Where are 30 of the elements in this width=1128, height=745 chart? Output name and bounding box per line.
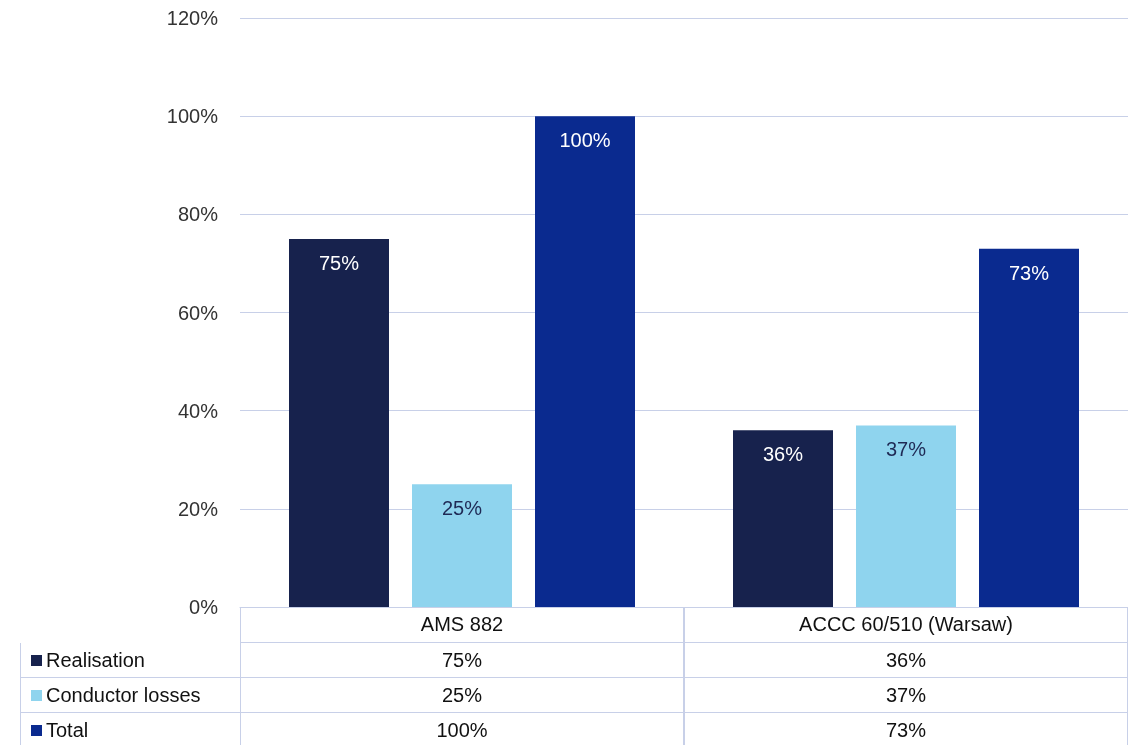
data-label: 37% [684, 678, 1128, 713]
y-tick-label: 40% [177, 399, 219, 422]
bar [535, 116, 635, 607]
data-label: 100% [240, 713, 684, 745]
y-tick-label: 20% [177, 497, 219, 520]
bar [856, 425, 956, 607]
y-tick-label: 60% [177, 301, 219, 324]
data-label: 36% [684, 643, 1128, 678]
data-label: 73% [684, 713, 1128, 745]
data-label: 25% [240, 678, 684, 713]
legend-label: Realisation [20, 643, 240, 678]
text: 73% [1008, 261, 1050, 284]
text: 37% [885, 438, 927, 461]
bar [412, 484, 512, 607]
text: 25% [441, 497, 483, 520]
legend-label: Total [20, 713, 240, 745]
y-tick-label: 0% [189, 596, 219, 618]
bar [733, 430, 833, 607]
bar [979, 248, 1079, 607]
y-tick-label: 100% [166, 105, 219, 128]
y-tick-label: 80% [177, 203, 219, 226]
bar [289, 238, 389, 607]
text: 36% [762, 443, 804, 466]
data-label: 75% [240, 643, 684, 678]
text: 100% [559, 129, 611, 152]
legend-label: Conductor losses [20, 678, 240, 713]
y-tick-label: 120% [166, 7, 219, 29]
x-tick-label: ACCC 60/510 (Warsaw) [684, 607, 1128, 643]
text: 75% [318, 251, 360, 274]
x-tick-label: AMS 882 [240, 607, 684, 643]
